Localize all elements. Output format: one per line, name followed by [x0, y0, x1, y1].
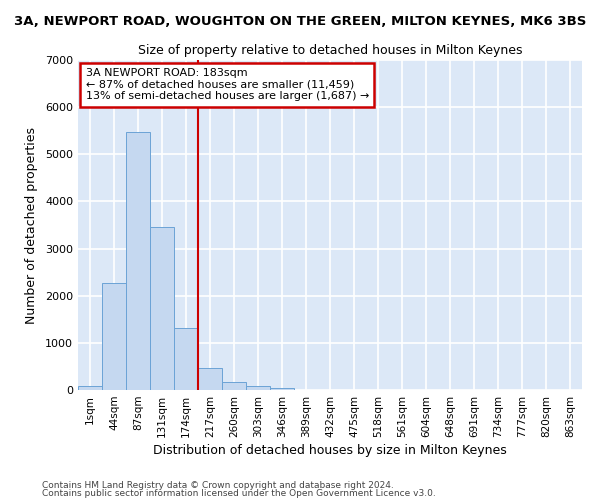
Bar	[78, 386, 102, 390]
Bar	[198, 368, 222, 390]
Bar	[174, 328, 198, 390]
Bar	[222, 382, 246, 390]
Text: 3A NEWPORT ROAD: 183sqm
← 87% of detached houses are smaller (11,459)
13% of sem: 3A NEWPORT ROAD: 183sqm ← 87% of detache…	[86, 68, 369, 102]
Bar	[270, 388, 294, 390]
Bar	[102, 282, 126, 390]
Text: 3A, NEWPORT ROAD, WOUGHTON ON THE GREEN, MILTON KEYNES, MK6 3BS: 3A, NEWPORT ROAD, WOUGHTON ON THE GREEN,…	[14, 15, 586, 28]
Title: Size of property relative to detached houses in Milton Keynes: Size of property relative to detached ho…	[138, 44, 522, 58]
Bar	[150, 228, 174, 390]
Y-axis label: Number of detached properties: Number of detached properties	[25, 126, 38, 324]
Text: Contains public sector information licensed under the Open Government Licence v3: Contains public sector information licen…	[42, 489, 436, 498]
Text: Contains HM Land Registry data © Crown copyright and database right 2024.: Contains HM Land Registry data © Crown c…	[42, 480, 394, 490]
Bar	[126, 132, 150, 390]
Bar	[246, 386, 270, 390]
X-axis label: Distribution of detached houses by size in Milton Keynes: Distribution of detached houses by size …	[153, 444, 507, 457]
